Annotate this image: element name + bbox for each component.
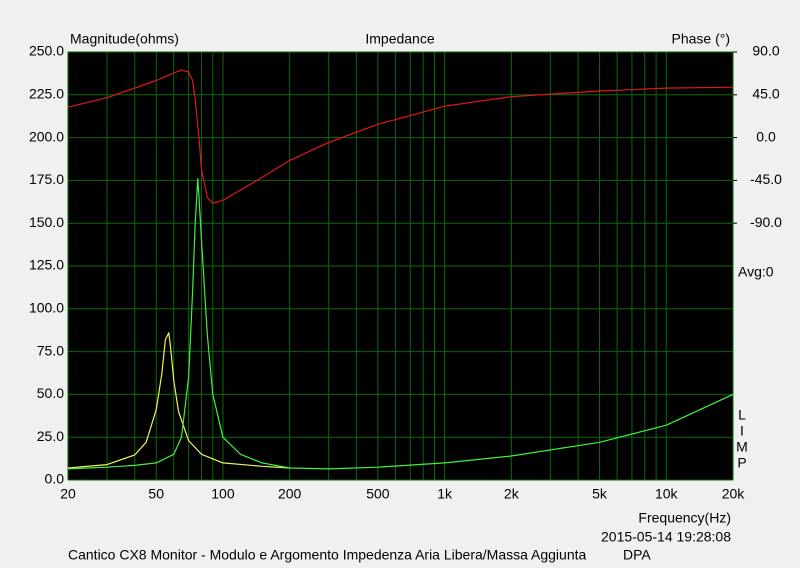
side-label: L [738,407,746,423]
x-tick-label: 50 [148,486,164,502]
y2-axis-label: Phase (°) [671,31,730,47]
y-tick-label: 150.0 [29,214,64,230]
chart-title: Impedance [365,31,434,47]
y-tick-label: 50.0 [37,385,64,401]
timestamp: 2015-05-14 19:28:08 [601,529,731,545]
x-tick-label: 2k [504,486,520,502]
x-tick-label: 20k [722,486,746,502]
y-tick-label: 75.0 [37,342,64,358]
y-tick-label: 175.0 [29,171,64,187]
x-tick-label: 1k [437,486,453,502]
y-tick-label: 250.0 [29,43,64,59]
y-tick-label: 25.0 [37,428,64,444]
y2-tick-label: 90.0 [752,43,779,59]
y-tick-label: 125.0 [29,257,64,273]
side-label: I [740,423,744,439]
annotation: Avg:0 [738,264,774,280]
y-tick-label: 100.0 [29,300,64,316]
y-tick-label: 200.0 [29,128,64,144]
x-tick-label: 5k [592,486,608,502]
side-label: P [737,455,746,471]
x-axis-label: Frequency(Hz) [638,510,731,526]
caption: Cantico CX8 Monitor - Modulo e Argomento… [68,547,587,563]
caption-tag: DPA [623,547,651,563]
y2-tick-label: 0.0 [756,128,776,144]
x-tick-label: 100 [211,486,235,502]
series-line [67,332,290,469]
x-tick-label: 10k [655,486,679,502]
y-axis-label: Magnitude(ohms) [70,31,179,47]
y-tick-label: 225.0 [29,86,64,102]
x-tick-label: 200 [278,486,302,502]
y2-tick-label: -45.0 [750,171,782,187]
x-tick-label: 20 [60,486,76,502]
series-line [67,69,734,204]
x-tick-label: 500 [366,486,390,502]
y2-tick-label: 45.0 [752,86,779,102]
series-line [67,178,734,470]
side-label: M [736,439,748,455]
y2-tick-label: -90.0 [750,214,782,230]
y-tick-label: 0.0 [45,471,65,487]
